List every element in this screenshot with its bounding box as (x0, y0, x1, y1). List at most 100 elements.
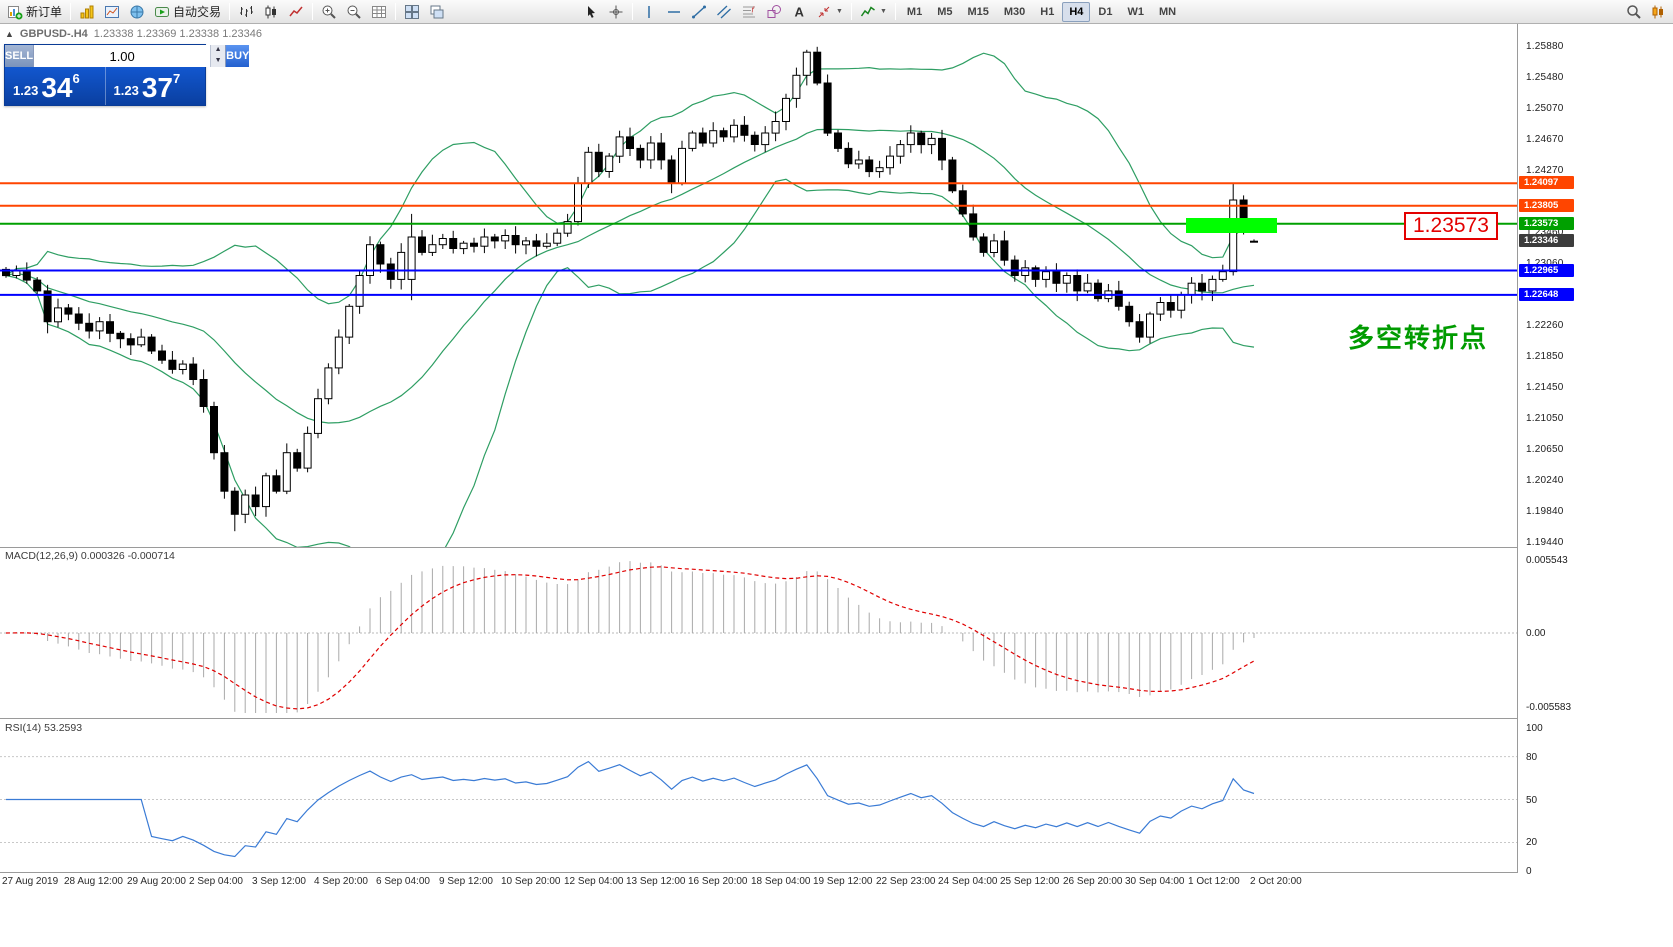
fibonacci-tool-button[interactable]: f (737, 1, 761, 22)
shapes-tool-button[interactable] (762, 1, 786, 22)
profiles-button[interactable] (75, 1, 99, 22)
rsi-values: 53.2593 (44, 722, 83, 734)
date-tick-label: 4 Sep 20:00 (314, 876, 368, 887)
indicators-icon (860, 5, 875, 16)
tf-m1-button[interactable]: M1 (906, 5, 923, 18)
tf-m30-button[interactable]: M30 (1003, 5, 1026, 18)
sell-price-pips: 34 (41, 72, 73, 103)
tf-m15-button[interactable]: M15 (967, 5, 989, 18)
tf-d1-button[interactable]: D1 (1098, 5, 1113, 18)
date-tick-label: 12 Sep 04:00 (564, 876, 624, 887)
trendline-icon (692, 5, 707, 18)
horizontal-line-tool-button[interactable] (662, 1, 686, 22)
date-tick-label: 27 Aug 2019 (2, 876, 59, 887)
macd-chart-canvas[interactable] (0, 548, 1517, 718)
price-tick-label: 1.25880 (1526, 41, 1564, 52)
bar-chart-mode-button[interactable] (234, 1, 258, 22)
cursor-tool-button[interactable] (579, 1, 603, 22)
tf-w1-button[interactable]: W1 (1127, 5, 1144, 18)
price-callout-label: 1.23573 (1404, 212, 1498, 240)
channel-tool-button[interactable] (712, 1, 736, 22)
cursor-icon (588, 5, 596, 18)
sell-button[interactable]: SELL (5, 45, 34, 67)
cascade-windows-button[interactable] (425, 1, 449, 22)
auto-trading-button[interactable]: 自动交易 (150, 1, 225, 22)
vertical-line-icon (648, 5, 650, 18)
date-tick-label: 9 Sep 12:00 (439, 876, 493, 887)
date-tick-label: 10 Sep 20:00 (501, 876, 561, 887)
date-tick-label: 19 Sep 12:00 (813, 876, 873, 887)
volume-decrease-button[interactable]: ▼ (214, 57, 222, 64)
buy-button[interactable]: BUY (226, 45, 250, 67)
sell-price-figure: 1.23 (13, 83, 39, 98)
vertical-line-tool-button[interactable] (637, 1, 661, 22)
buy-price-point: 7 (172, 71, 181, 86)
price-chart-canvas[interactable] (0, 24, 1517, 547)
one-click-collapse-toggle[interactable]: ▲ (5, 29, 14, 39)
current-price-tag: 1.23346 (1519, 234, 1574, 247)
one-click-trading-panel: SELL ▲ ▼ BUY 1.23 34 6 (4, 44, 250, 106)
panel-separator[interactable] (0, 718, 1673, 719)
text-tool-button[interactable]: A (787, 1, 811, 22)
price-axis[interactable]: 1.25880 1.25480 1.25070 1.24670 1.24270 1.234… (1518, 24, 1673, 890)
horizontal-line-icon (668, 10, 681, 13)
tf-h4-button[interactable]: H4 (1062, 1, 1091, 22)
toolbar-separator (894, 3, 896, 20)
candlestick-mode-button[interactable] (259, 1, 283, 22)
price-tick-label: 1.19840 (1526, 506, 1564, 517)
highlight-rectangle-object (1186, 218, 1277, 233)
one-click-prices: 1.23 34 6 1.23 37 7 (5, 67, 205, 105)
panel-separator[interactable] (0, 547, 1673, 548)
price-tick-label: 1.22260 (1526, 320, 1564, 331)
shapes-icon (767, 4, 782, 18)
tf-m5-button[interactable]: M5 (937, 5, 953, 18)
tf-h1-button[interactable]: H1 (1040, 5, 1055, 18)
new-order-button[interactable]: 新订单 (3, 1, 66, 22)
volume-input[interactable] (34, 45, 211, 67)
level-price-tag: 1.22965 (1519, 264, 1574, 277)
zoom-out-button[interactable] (342, 1, 366, 22)
crosshair-tool-button[interactable] (604, 1, 628, 22)
tile-windows-icon (405, 4, 420, 19)
tile-windows-button[interactable] (400, 1, 424, 22)
chinese-annotation-text: 多空转折点 (1348, 323, 1489, 353)
tf-mn-button[interactable]: MN (1158, 5, 1177, 18)
buy-price-pips: 37 (141, 72, 173, 103)
level-price-tag: 1.23805 (1519, 199, 1574, 212)
level-price-tag: 1.24097 (1519, 176, 1574, 189)
level-price-tag: 1.22648 (1519, 288, 1574, 301)
date-tick-label: 13 Sep 12:00 (626, 876, 686, 887)
sell-price-button[interactable]: 1.23 34 6 (5, 67, 105, 105)
toolbar-separator (395, 3, 397, 20)
arrows-tool-button[interactable]: ▼ (812, 1, 847, 22)
buy-price-button[interactable]: 1.23 37 7 (104, 67, 206, 105)
line-chart-mode-button[interactable] (284, 1, 308, 22)
time-axis[interactable]: 27 Aug 2019 28 Aug 12:00 29 Aug 20:00 2 Sep… (0, 873, 1517, 890)
volume-increase-button[interactable]: ▲ (214, 46, 222, 53)
trendline-tool-button[interactable] (687, 1, 711, 22)
profiles-icon (80, 5, 94, 18)
date-tick-label: 25 Sep 12:00 (1000, 876, 1060, 887)
toolbar: 新订单 自动交易 (0, 0, 1673, 24)
toolbar-right-group (1622, 1, 1670, 22)
indicators-button[interactable]: ▼ (856, 1, 891, 22)
zoom-in-button[interactable] (317, 1, 341, 22)
time-axis-separator (0, 872, 1673, 873)
toolbar-separator (850, 3, 852, 20)
date-tick-label: 2 Oct 20:00 (1250, 876, 1302, 887)
toolbar-separator (70, 3, 72, 20)
zoom-out-icon (347, 5, 361, 19)
search-button[interactable] (1622, 1, 1646, 22)
rsi-chart-canvas[interactable] (0, 719, 1517, 872)
price-tick-label: 1.21450 (1526, 382, 1564, 393)
new-chart-button[interactable] (1646, 1, 1670, 22)
date-tick-label: 28 Aug 12:00 (64, 876, 123, 887)
grid-toggle-button[interactable] (367, 1, 391, 22)
navigator-button[interactable] (125, 1, 149, 22)
price-tick-label: 1.23460 (1526, 227, 1564, 238)
toolbar-separator (312, 3, 314, 20)
cascade-windows-icon (430, 5, 444, 18)
market-watch-button[interactable] (100, 1, 124, 22)
date-tick-label: 29 Aug 20:00 (127, 876, 186, 887)
